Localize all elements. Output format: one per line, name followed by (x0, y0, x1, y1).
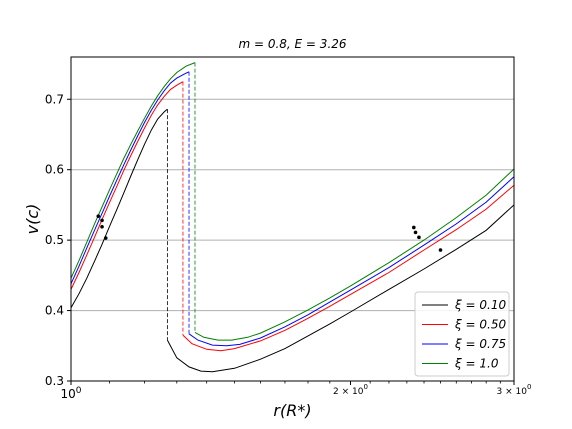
y-tick-label: 0.3 (45, 374, 64, 388)
sonic-point-marker (413, 230, 418, 235)
legend-entry: ξ = 0.75 (454, 337, 506, 351)
series-3 (70, 71, 515, 347)
series-line-lower (188, 176, 515, 347)
series-line-upper (70, 108, 168, 308)
x-axis-label: r(R*) (273, 401, 311, 420)
series-line-upper (70, 81, 184, 290)
series-line-lower (182, 184, 515, 352)
legend-entry: ξ = 0.10 (454, 298, 506, 312)
series-line-lower (194, 168, 515, 341)
tick-layer: 0.3 0.4 0.5 0.6 0.7 100 2 × 100 3 × 100 (45, 92, 532, 401)
sonic-point-marker (438, 248, 443, 252)
series-4 (70, 62, 515, 341)
x-tick-label: 100 (60, 386, 81, 401)
legend-entry: ξ = 1.0 (454, 357, 499, 371)
sonic-point-marker (103, 236, 108, 240)
series-layer (70, 62, 515, 373)
x-tick-label: 3 × 100 (497, 383, 532, 397)
sonic-point-marker (412, 225, 416, 230)
sonic-point-marker (96, 214, 101, 218)
series-line-upper (70, 71, 190, 285)
sonic-point-marker (100, 218, 104, 223)
y-tick-label: 0.5 (45, 233, 64, 247)
series-line-upper (70, 62, 196, 279)
series-1 (70, 108, 515, 373)
y-tick-label: 0.7 (45, 92, 64, 106)
legend: ξ = 0.10 ξ = 0.50 ξ = 0.75 ξ = 1.0 (414, 291, 510, 377)
y-tick-label: 0.6 (45, 163, 64, 177)
y-axis-label: v(c) (23, 204, 42, 235)
sonic-point-marker (100, 224, 104, 229)
chart-title: m = 0.8, E = 3.26 (238, 37, 346, 51)
series-2 (70, 81, 515, 352)
y-tick-label: 0.4 (45, 304, 64, 318)
sonic-point-marker (417, 235, 421, 240)
plot-frame (70, 56, 515, 382)
legend-box (414, 291, 510, 377)
legend-entry: ξ = 0.50 (454, 318, 506, 332)
x-tick-label: 2 × 100 (333, 383, 368, 397)
series-line-lower (166, 204, 515, 373)
